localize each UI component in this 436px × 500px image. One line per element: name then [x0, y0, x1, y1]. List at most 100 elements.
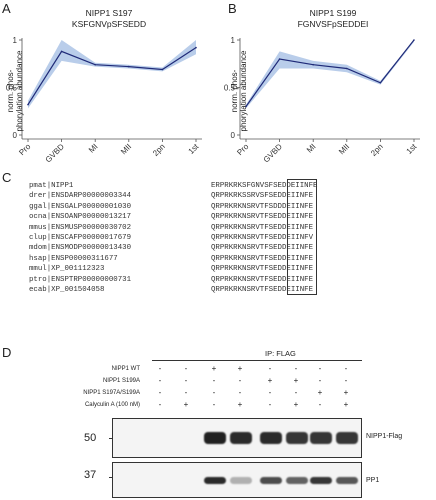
panel-a-ytick-label: 1	[13, 36, 18, 45]
alignment-id: pmat|NIPP1	[29, 182, 74, 190]
condition-sign: -	[294, 388, 298, 397]
condition-sign: -	[184, 364, 188, 373]
panel-b-ytick-label: 0.5	[224, 84, 236, 93]
panel-a-xtick-label: Pro	[17, 142, 33, 158]
panel-a-series-line	[27, 47, 197, 105]
condition-sign: -	[318, 376, 322, 385]
condition-sign: +	[183, 400, 189, 409]
alignment-sequence: QRPRKRKNSRVTFSEDDEIINFE	[211, 213, 314, 222]
alignment-sequence: QRPRKRKNSRVTFSEDDEIINFE	[211, 254, 314, 263]
panel-b-ytick-label: 1	[231, 36, 236, 45]
condition-sign: +	[317, 388, 323, 397]
panel-b-data-point	[245, 105, 247, 108]
alignment-sequence: QRPRKRKNSRVTFSEDDEIINFE	[211, 244, 314, 253]
blot-band	[204, 476, 226, 484]
condition-sign: +	[343, 400, 349, 409]
condition-sign: -	[294, 364, 298, 373]
panel-a-xtick-label: 1st	[187, 142, 201, 156]
alignment-sequence: QRPRKRKNSRVTFSEDDEIINFE	[211, 265, 314, 274]
condition-sign: +	[343, 388, 349, 397]
blot-band	[230, 476, 252, 484]
panel-b-xtick-label: MII	[337, 142, 351, 156]
panel-a-title-line1: NIPP1 S197	[85, 8, 133, 18]
alignment-id: mmus|ENSMUSP00000030702	[29, 223, 132, 232]
panel-b-series-line	[245, 39, 415, 107]
panel-b-xtick-label: 2pn	[369, 142, 385, 158]
panel-letter-a: A	[2, 1, 11, 16]
panel-b-ytick-label: 0	[231, 131, 236, 140]
panel-a-xtick-label: MII	[119, 142, 133, 156]
alignment-sequence: QRPRKRKSSRVSFSEDDEIINFE	[211, 192, 314, 201]
condition-sign: -	[318, 364, 322, 373]
blot-label-nipp1-flag: NIPP1-Flag	[366, 433, 403, 440]
blot-nipp1-flag	[112, 418, 362, 458]
alignment-ids: pmat|NIPP1 drer|ENSDARP00000003344 ggal|EN…	[29, 181, 131, 295]
panel-b-data-point	[346, 67, 348, 70]
condition-sign: +	[293, 400, 299, 409]
condition-sign: +	[293, 376, 299, 385]
ip-divider	[152, 360, 362, 361]
condition-sign: -	[238, 388, 242, 397]
condition-sign: -	[344, 364, 348, 373]
condition-sign: -	[268, 364, 272, 373]
condition-sign: -	[184, 388, 188, 397]
panel-a-xtick-label: 2pn	[151, 142, 167, 158]
condition-label: NIPP1 WT	[111, 366, 140, 372]
panel-b-title: NIPP1 S199 FGNVSFpSEDDEI	[258, 8, 408, 30]
blot-band	[310, 476, 332, 484]
condition-sign: -	[344, 376, 348, 385]
panel-b-data-point	[379, 81, 382, 84]
condition-sign: -	[318, 400, 322, 409]
alignment-sequences: ERPRKRKSFGNVSFSEDDEIINFE QRPRKRKSSRVSFSED…	[211, 181, 317, 295]
alignment-id: drer|ENSDARP00000003344	[29, 192, 132, 201]
panel-a-xtick-label: GVBD	[44, 142, 67, 165]
condition-sign: -	[158, 364, 162, 373]
panel-b-xtick-label: MI	[305, 142, 318, 155]
alignment-id: ocna|ENSOANP00000013217	[29, 213, 132, 222]
mw-marker-37: 37	[84, 469, 97, 481]
panel-b-data-point	[278, 58, 281, 60]
panel-b-xtick-label: GVBD	[262, 142, 285, 165]
blot-band	[336, 432, 358, 444]
panel-b-title-line2: FGNVSFpSEDDEI	[297, 19, 369, 29]
alignment-sequence: ERPRKRKSFGNVSFSEDDEIINFE	[211, 182, 318, 190]
alignment-sequence: QRPRKRKNSRVTFSEDDEIINFE	[211, 223, 314, 232]
blot-band	[260, 476, 282, 484]
condition-sign: -	[158, 388, 162, 397]
condition-label: Calyculin A (100 nM)	[84, 402, 140, 408]
alignment-id: ecab|XP_001504058	[29, 286, 105, 295]
mw-marker-50: 50	[84, 432, 97, 444]
condition-sign: +	[211, 364, 217, 373]
panel-a-error-band	[28, 40, 196, 109]
alignment-highlight-box	[287, 179, 317, 295]
panel-a-data-point	[60, 50, 63, 53]
condition-sign: +	[237, 364, 243, 373]
condition-sign: -	[268, 388, 272, 397]
panel-a-data-point	[161, 68, 164, 71]
panel-a-data-point	[195, 46, 197, 49]
panel-a-title: NIPP1 S197 KSFGNVpSFSEDD	[34, 8, 184, 30]
panel-b-data-point	[312, 63, 314, 66]
alignment-id: mmul|XP_001112323	[29, 265, 105, 274]
blot-band	[336, 476, 358, 484]
alignment-sequence: QRPRKRKNSRVTFSEDDEIINFE	[211, 286, 314, 295]
condition-sign: -	[184, 376, 188, 385]
condition-sign: -	[158, 376, 162, 385]
alignment-sequence: QRPRKRKNSRVTFSEDDEIINFV	[211, 234, 314, 243]
blot-band	[286, 432, 308, 444]
panel-a-ytick-label: 0.5	[6, 84, 18, 93]
ip-label: IP: FLAG	[265, 349, 296, 358]
blot-band	[260, 432, 282, 444]
panel-letter-b: B	[228, 1, 237, 16]
panel-a-data-point	[94, 63, 96, 66]
alignment-id: hsap|ENSP00000311677	[29, 254, 118, 263]
condition-sign: +	[237, 400, 243, 409]
condition-sign: -	[158, 400, 162, 409]
panel-letter-c: C	[2, 170, 12, 185]
panel-a-ytick-label: 0	[13, 131, 18, 140]
alignment-id: ggal|ENSGALP00000001030	[29, 202, 132, 211]
panel-b-title-line1: NIPP1 S199	[309, 8, 357, 18]
condition-label: NIPP1 S199A	[102, 378, 140, 384]
panel-b-chart: 0 0.5 1 Pro GVBD MI MII 2pn 1st	[224, 36, 420, 165]
alignment-sequence: QRPRKRKNSRVTFSEDDEIINFE	[211, 275, 314, 284]
